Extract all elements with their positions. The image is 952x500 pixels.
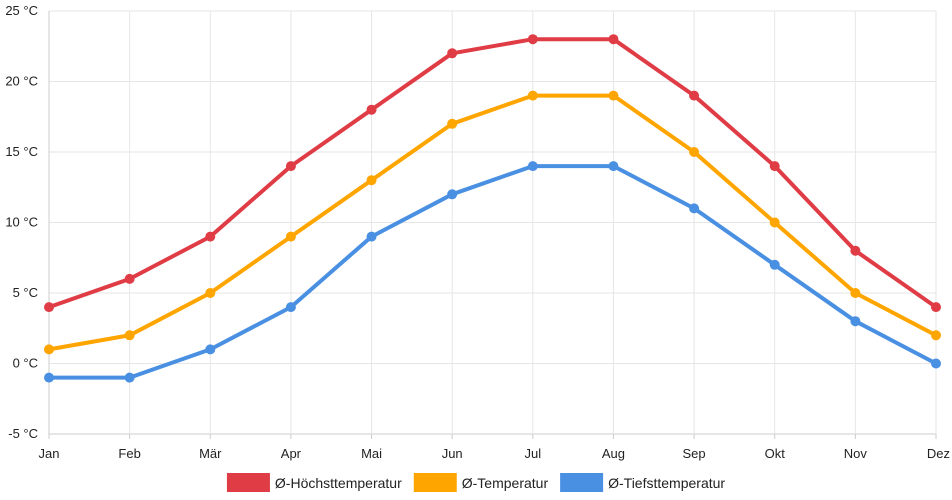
data-point[interactable] — [850, 288, 861, 298]
y-tick-label: 0 °C — [13, 356, 38, 371]
x-tick-label: Apr — [281, 446, 302, 461]
x-tick-label: Sep — [683, 446, 706, 461]
legend-swatch — [560, 473, 604, 492]
x-tick-label: Mär — [199, 446, 222, 461]
x-tick-label: Jul — [525, 446, 542, 461]
y-tick-label: 15 °C — [5, 144, 38, 159]
legend-label: Ø-Tiefsttemperatur — [608, 475, 725, 491]
data-point[interactable] — [689, 203, 700, 214]
data-point[interactable] — [769, 161, 780, 172]
data-point[interactable] — [527, 34, 538, 45]
series-line — [47, 93, 938, 352]
data-point[interactable] — [44, 302, 54, 313]
x-tick-label: Jan — [39, 446, 60, 461]
data-point[interactable] — [124, 273, 135, 284]
series-2 — [44, 90, 941, 355]
legend-item[interactable]: Ø-Tiefsttemperatur — [560, 473, 725, 492]
x-tick-label: Dez — [927, 446, 950, 461]
data-point[interactable] — [205, 231, 216, 242]
data-point[interactable] — [608, 90, 619, 101]
data-point[interactable] — [850, 316, 861, 327]
data-point[interactable] — [608, 161, 619, 172]
data-point[interactable] — [447, 118, 458, 129]
y-tick-label: 25 °C — [5, 3, 38, 18]
legend-label: Ø-Höchsttemperatur — [275, 475, 402, 491]
data-point[interactable] — [124, 330, 135, 341]
y-tick-label: -5 °C — [8, 426, 38, 441]
data-point[interactable] — [124, 372, 135, 383]
y-tick-label: 5 °C — [13, 285, 38, 300]
data-point[interactable] — [285, 161, 296, 172]
data-point[interactable] — [285, 302, 296, 313]
legend-item[interactable]: Ø-Temperatur — [413, 473, 549, 492]
x-tick-label: Jun — [442, 446, 463, 461]
data-point[interactable] — [931, 358, 941, 369]
data-point[interactable] — [689, 90, 700, 101]
data-point[interactable] — [447, 48, 458, 59]
data-point[interactable] — [205, 344, 216, 355]
data-point[interactable] — [527, 161, 538, 172]
legend: Ø-Höchsttemperatur Ø-Temperatur Ø-Tiefstte… — [226, 473, 725, 492]
x-tick-label: Okt — [765, 446, 786, 461]
data-point[interactable] — [689, 147, 700, 157]
legend-label: Ø-Temperatur — [462, 475, 549, 491]
x-tick-label: Nov — [844, 446, 868, 461]
legend-swatch — [226, 473, 270, 492]
series-line — [47, 37, 938, 310]
data-point[interactable] — [608, 34, 619, 45]
y-tick-label: 10 °C — [5, 215, 38, 230]
legend-swatch — [413, 473, 457, 492]
series-lines — [44, 34, 941, 383]
data-point[interactable] — [850, 245, 861, 256]
data-point[interactable] — [366, 104, 377, 115]
x-tick-label: Feb — [118, 446, 140, 461]
data-point[interactable] — [447, 189, 458, 200]
data-point[interactable] — [285, 231, 296, 242]
data-point[interactable] — [931, 330, 941, 341]
y-tick-label: 20 °C — [5, 74, 38, 89]
data-point[interactable] — [527, 90, 538, 101]
series-line — [47, 164, 938, 380]
data-point[interactable] — [366, 175, 377, 186]
grid — [48, 10, 937, 439]
data-point[interactable] — [769, 217, 780, 228]
data-point[interactable] — [44, 372, 54, 383]
data-point[interactable] — [769, 259, 780, 270]
data-point[interactable] — [44, 344, 54, 355]
series-3 — [44, 161, 941, 383]
y-axis-ticks: -5 °C 0 °C 5 °C 10 °C 15 °C 20 °C 25 °C — [5, 3, 38, 441]
x-tick-label: Mai — [361, 446, 382, 461]
data-point[interactable] — [205, 288, 216, 298]
x-tick-label: Aug — [602, 446, 625, 461]
data-point[interactable] — [366, 231, 377, 242]
x-axis-ticks: Jan Feb Mär Apr Mai Jun Jul Aug Sep Okt Nov Dez — [39, 446, 950, 461]
series-1 — [44, 34, 941, 313]
data-point[interactable] — [931, 302, 941, 313]
legend-item[interactable]: Ø-Höchsttemperatur — [226, 473, 402, 492]
